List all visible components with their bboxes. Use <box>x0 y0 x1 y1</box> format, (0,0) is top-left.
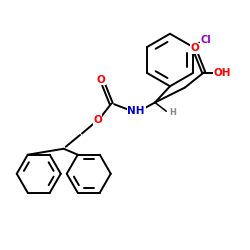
Text: OH: OH <box>214 68 231 78</box>
Text: H: H <box>169 108 176 117</box>
Text: O: O <box>191 43 200 53</box>
Text: NH: NH <box>128 106 145 116</box>
Text: O: O <box>93 115 102 125</box>
Text: O: O <box>97 74 106 85</box>
Text: Cl: Cl <box>200 35 211 45</box>
